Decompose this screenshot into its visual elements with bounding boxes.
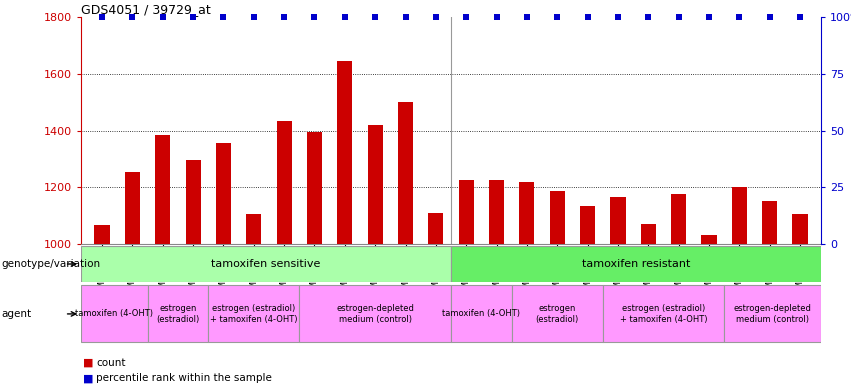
Bar <box>337 61 352 244</box>
Bar <box>724 285 821 343</box>
Bar <box>550 192 565 244</box>
Text: tamoxifen (4-OHT): tamoxifen (4-OHT) <box>443 310 520 318</box>
Bar <box>519 182 534 244</box>
Bar <box>428 213 443 244</box>
Bar <box>147 285 208 343</box>
Text: ■: ■ <box>83 358 94 368</box>
Bar <box>81 285 147 343</box>
Bar <box>246 214 261 244</box>
Bar <box>155 135 170 244</box>
Bar <box>208 285 300 343</box>
Text: estrogen
(estradiol): estrogen (estradiol) <box>157 304 200 324</box>
Bar <box>368 125 383 244</box>
Text: genotype/variation: genotype/variation <box>2 259 100 269</box>
Bar <box>451 285 511 343</box>
Text: estrogen-depleted
medium (control): estrogen-depleted medium (control) <box>336 304 414 324</box>
Bar <box>580 205 595 244</box>
Text: estrogen (estradiol)
+ tamoxifen (4-OHT): estrogen (estradiol) + tamoxifen (4-OHT) <box>620 304 707 324</box>
Text: percentile rank within the sample: percentile rank within the sample <box>96 373 272 383</box>
Text: estrogen-depleted
medium (control): estrogen-depleted medium (control) <box>734 304 812 324</box>
Bar <box>94 225 110 244</box>
Bar <box>451 246 821 282</box>
Bar <box>277 121 292 244</box>
Bar <box>762 201 777 244</box>
Bar <box>732 187 747 244</box>
Bar <box>307 132 322 244</box>
Bar <box>186 160 201 244</box>
Text: tamoxifen (4-OHT): tamoxifen (4-OHT) <box>75 310 153 318</box>
Bar <box>300 285 451 343</box>
Bar <box>489 180 504 244</box>
Bar <box>641 224 656 244</box>
Bar <box>511 285 603 343</box>
Text: ■: ■ <box>83 373 94 383</box>
Text: tamoxifen resistant: tamoxifen resistant <box>582 259 690 269</box>
Bar <box>216 143 231 244</box>
Bar <box>125 172 140 244</box>
Text: estrogen
(estradiol): estrogen (estradiol) <box>535 304 579 324</box>
Bar <box>398 102 413 244</box>
Text: count: count <box>96 358 126 368</box>
Bar <box>603 285 724 343</box>
Bar <box>459 180 474 244</box>
Bar <box>610 197 625 244</box>
Bar <box>792 214 808 244</box>
Text: estrogen (estradiol)
+ tamoxifen (4-OHT): estrogen (estradiol) + tamoxifen (4-OHT) <box>210 304 298 324</box>
Bar <box>81 246 451 282</box>
Text: tamoxifen sensitive: tamoxifen sensitive <box>211 259 321 269</box>
Text: GDS4051 / 39729_at: GDS4051 / 39729_at <box>81 3 210 16</box>
Text: agent: agent <box>2 309 31 319</box>
Bar <box>671 194 686 244</box>
Bar <box>701 235 717 244</box>
